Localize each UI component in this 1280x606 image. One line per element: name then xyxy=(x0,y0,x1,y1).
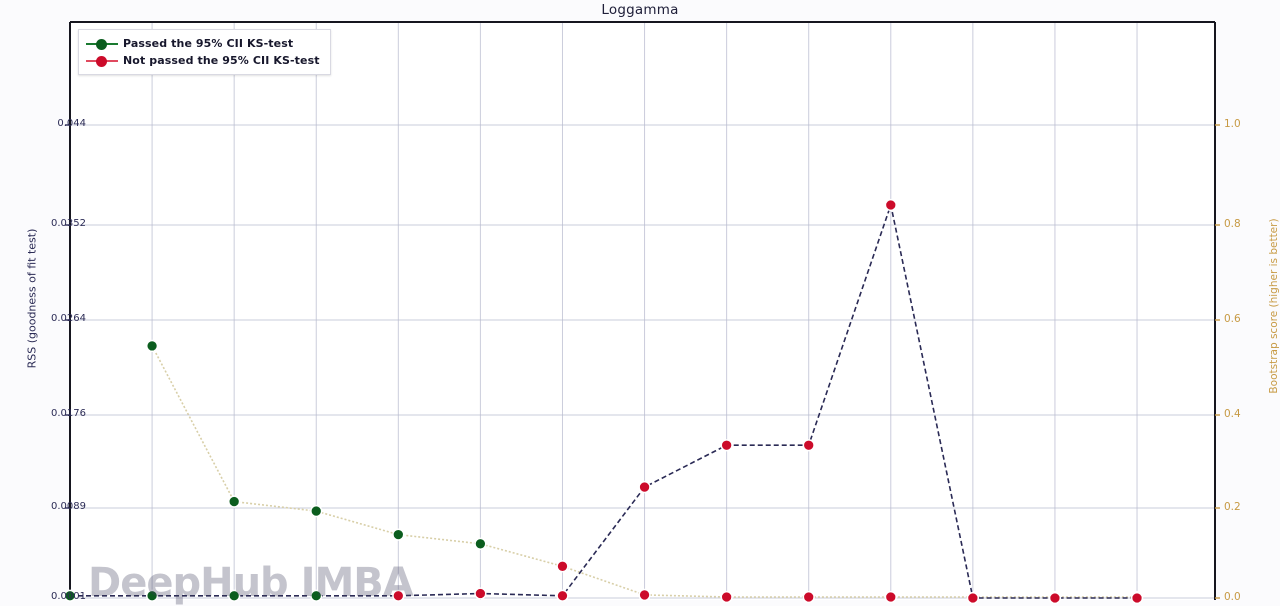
data-point-marker xyxy=(145,339,159,353)
data-point-marker xyxy=(228,495,241,508)
data-point-marker xyxy=(802,590,815,604)
data-point-marker xyxy=(720,590,733,604)
data-point-marker xyxy=(638,480,651,494)
data-point-marker xyxy=(392,528,405,541)
data-point-marker xyxy=(63,589,77,602)
chart-legend: Passed the 95% CII KS-test Not passed th… xyxy=(78,29,331,75)
data-point-marker xyxy=(966,591,980,605)
data-point-marker xyxy=(884,590,897,604)
legend-label-passed: Passed the 95% CII KS-test xyxy=(123,37,294,50)
left-axis-label: RSS (goodness of fit test) xyxy=(25,228,39,369)
data-point-marker xyxy=(228,589,241,602)
data-point-marker xyxy=(310,589,323,602)
left-tick-label: 0.0089 xyxy=(51,501,86,512)
left-tick-label: 0.044 xyxy=(57,118,86,129)
left-tick-label: 0.0264 xyxy=(51,313,86,324)
plot-background xyxy=(70,22,1215,600)
data-point-marker xyxy=(310,504,323,518)
legend-item-not-passed: Not passed the 95% CII KS-test xyxy=(85,52,320,69)
right-tick-label: 1.0 xyxy=(1224,118,1241,130)
data-point-marker xyxy=(638,588,651,602)
legend-marker-passed-icon xyxy=(85,37,119,51)
right-tick-label: 0.6 xyxy=(1224,313,1241,325)
data-point-marker xyxy=(474,587,487,600)
data-point-marker xyxy=(145,589,159,602)
right-tick-label: 0.2 xyxy=(1224,501,1241,513)
legend-marker-not-passed-icon xyxy=(85,54,119,68)
series-line xyxy=(70,204,1137,599)
data-point-marker xyxy=(802,439,815,452)
data-point-marker xyxy=(884,198,897,212)
left-tick-label: 0.0176 xyxy=(51,408,86,419)
data-point-marker xyxy=(556,589,569,602)
data-point-marker xyxy=(556,560,569,573)
left-tick-label: 0.0001 xyxy=(51,591,86,602)
data-point-marker xyxy=(720,439,733,452)
right-tick-label: 0.8 xyxy=(1224,218,1241,230)
chart-title: Loggamma xyxy=(601,2,679,18)
data-point-marker xyxy=(1048,591,1062,605)
right-tick-label: 0.4 xyxy=(1224,408,1241,420)
right-tick-label: 0.0 xyxy=(1224,591,1241,603)
legend-item-passed: Passed the 95% CII KS-test xyxy=(85,35,320,52)
data-point-marker xyxy=(474,537,487,550)
data-point-marker xyxy=(1130,591,1144,605)
left-tick-label: 0.0352 xyxy=(51,218,86,229)
data-point-marker xyxy=(392,589,405,602)
legend-label-not-passed: Not passed the 95% CII KS-test xyxy=(123,54,320,67)
